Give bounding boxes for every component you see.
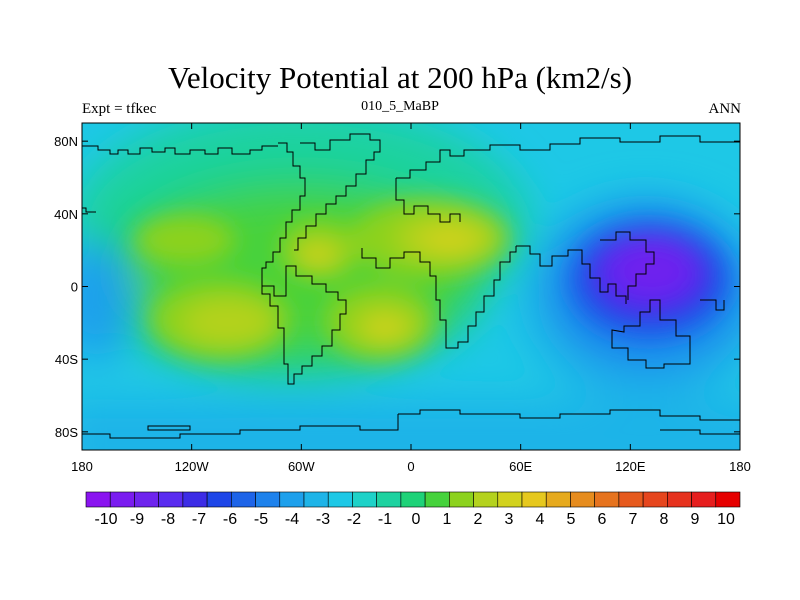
experiment-label: Expt = tfkec <box>82 101 157 117</box>
colorbar-swatch <box>642 491 668 508</box>
y-tick-label: 80S <box>55 425 78 440</box>
colorbar-label: 8 <box>660 511 669 528</box>
colorbar-swatch <box>400 491 426 508</box>
colorbar-swatch <box>158 491 184 508</box>
colorbar-label: -10 <box>94 511 117 528</box>
y-tick-label: 80N <box>54 134 78 149</box>
latitude-axis: 80N 40N 0 40S 80S <box>54 134 740 440</box>
colorbar: -10 -9 -8 -7 -6 -5 -4 -3 -2 -1 0 1 2 3 4 5 6 7 8 9 10 <box>85 491 741 528</box>
coastline-outlines <box>82 133 740 439</box>
x-tick-label: 0 <box>407 459 414 474</box>
colorbar-label: -2 <box>347 511 361 528</box>
colorbar-swatch <box>545 491 571 508</box>
colorbar-label: -5 <box>254 511 268 528</box>
colorbar-swatch <box>570 491 595 508</box>
colorbar-label: 0 <box>412 511 421 528</box>
colorbar-swatch <box>594 491 620 508</box>
colorbar-label: 2 <box>474 511 483 528</box>
x-tick-label: 180 <box>729 459 751 474</box>
colorbar-swatch <box>473 491 499 508</box>
x-tick-label: 180 <box>71 459 93 474</box>
colorbar-swatch <box>691 491 717 508</box>
colorbar-label: 6 <box>598 511 607 528</box>
season-label: ANN <box>708 101 742 117</box>
colorbar-swatch <box>109 491 135 508</box>
colorbar-swatch <box>182 491 208 508</box>
x-tick-label: 120E <box>615 459 646 474</box>
colorbar-label: 3 <box>505 511 514 528</box>
colorbar-label: 4 <box>536 511 545 528</box>
colorbar-swatch <box>134 491 159 508</box>
colorbar-swatch <box>231 491 256 508</box>
colorbar-label: -3 <box>316 511 330 528</box>
colorbar-swatch <box>424 491 450 508</box>
colorbar-label: -6 <box>223 511 237 528</box>
colorbar-label: -8 <box>161 511 175 528</box>
colorbar-swatch <box>352 491 377 508</box>
x-tick-label: 60E <box>509 459 532 474</box>
colorbar-swatch <box>521 491 547 508</box>
colorbar-swatch <box>206 491 232 508</box>
colorbar-swatch <box>303 491 329 508</box>
colorbar-swatch <box>327 491 353 508</box>
colorbar-label: 5 <box>567 511 576 528</box>
colorbar-swatch <box>667 491 692 508</box>
y-tick-label: 40N <box>54 207 78 222</box>
colorbar-swatch <box>449 491 474 508</box>
colorbar-swatch <box>618 491 644 508</box>
colorbar-swatch <box>376 491 402 508</box>
colorbar-label: 7 <box>629 511 638 528</box>
colorbar-swatch <box>715 491 741 508</box>
colorbar-swatch <box>85 491 111 508</box>
colorbar-label: 1 <box>443 511 452 528</box>
colorbar-swatch <box>255 491 281 508</box>
x-tick-label: 60W <box>288 459 315 474</box>
plot-title: Velocity Potential at 200 hPa (km2/s) <box>167 60 633 95</box>
longitude-axis: 180 120W 60W 0 60E 120E 180 <box>71 123 751 474</box>
y-tick-label: 40S <box>55 352 78 367</box>
case-label: 010_5_MaBP <box>361 99 439 114</box>
velocity-potential-field <box>82 123 740 450</box>
colorbar-label: 10 <box>717 511 735 528</box>
colorbar-label: 9 <box>691 511 700 528</box>
colorbar-label: -4 <box>285 511 299 528</box>
colorbar-label: -1 <box>378 511 392 528</box>
x-tick-label: 120W <box>175 459 210 474</box>
y-tick-label: 0 <box>71 280 78 295</box>
colorbar-label: -7 <box>192 511 206 528</box>
colorbar-swatch <box>279 491 305 508</box>
colorbar-label: -9 <box>130 511 144 528</box>
colorbar-swatch <box>497 491 523 508</box>
